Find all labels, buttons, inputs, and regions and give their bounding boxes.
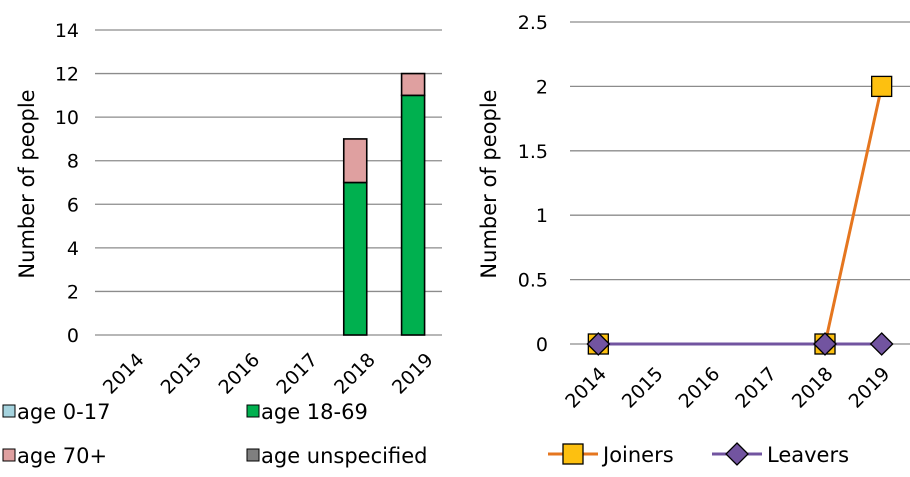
right-y-tick-label: 1.5 (518, 141, 548, 163)
right-y-tick-label: 0 (536, 334, 548, 356)
bar-segment (342, 181, 368, 336)
left-x-tick-label: 2017 (272, 349, 322, 399)
legend-item: age 0-17 (2, 400, 110, 424)
right-y-tick-label: 0.5 (518, 270, 548, 292)
left-y-tick-label: 10 (55, 107, 79, 129)
left-y-tick-labels: 0 2 4 6 8 10 12 14 (55, 20, 79, 347)
right-y-tick-label: 1 (536, 205, 548, 227)
left-x-tick-label: 2015 (157, 349, 207, 399)
right-y-tick-label: 2.5 (518, 12, 548, 34)
legend-swatch (246, 448, 260, 462)
legend-item: age 18-69 (246, 400, 368, 424)
bar-segment (342, 138, 368, 184)
legend-item: Leavers (712, 442, 849, 467)
right-y-tick-label: 2 (536, 76, 548, 98)
left-x-tick-labels: 2014 2015 2016 2017 2018 2019 (99, 349, 438, 399)
legend-item: age unspecified (246, 444, 427, 468)
data-point-marker (586, 332, 611, 356)
right-x-tick-label: 2018 (788, 363, 838, 413)
left-y-tick-label: 8 (67, 151, 79, 173)
left-y-tick-label: 2 (67, 281, 79, 303)
right-series-markers (586, 75, 894, 356)
legend-marker (562, 443, 584, 465)
legend-label: Leavers (767, 443, 849, 467)
right-y-tick-labels: 0 0.5 1 1.5 2 2.5 (518, 12, 548, 356)
legend-swatch (2, 448, 16, 462)
left-y-tick-label: 12 (55, 64, 79, 86)
left-bars (342, 72, 426, 336)
legend-item: Joiners (548, 443, 674, 467)
left-gridlines (95, 29, 442, 336)
left-x-tick-label: 2018 (330, 349, 380, 399)
legend-swatch (246, 404, 260, 418)
legend-label: age 18-69 (261, 400, 368, 424)
right-x-tick-label: 2017 (731, 363, 781, 413)
legend-label: age unspecified (261, 444, 427, 468)
left-y-tick-label: 6 (67, 194, 79, 216)
left-y-tick-label: 0 (67, 325, 79, 347)
right-x-tick-label: 2015 (618, 363, 668, 413)
legend-marker (725, 442, 749, 466)
left-x-tick-label: 2019 (388, 349, 438, 399)
left-y-tick-label: 14 (55, 20, 79, 42)
right-x-tick-label: 2014 (561, 363, 611, 413)
legend-item: age 70+ (2, 444, 107, 468)
left-y-axis-title: Number of people (15, 89, 39, 278)
legend-swatch (2, 404, 16, 418)
left-y-tick-label: 4 (67, 238, 79, 260)
data-point-marker (871, 75, 893, 98)
right-x-tick-label: 2016 (675, 363, 725, 413)
bar-segment (400, 72, 426, 97)
legend-label: Joiners (601, 443, 674, 467)
legend-label: age 0-17 (17, 400, 110, 424)
right-x-tick-label: 2019 (845, 363, 895, 413)
stacked-bar-chart: 0 2 4 6 8 10 12 14 2014 2015 2016 2017 2018 2019 Num… (2, 20, 442, 468)
right-legend: Joiners Leavers (548, 442, 849, 467)
line-chart: 0 0.5 1 1.5 2 2.5 2014 2015 2016 2017 2018 2019 Nu… (477, 12, 910, 467)
left-x-tick-label: 2014 (99, 349, 149, 399)
right-x-tick-labels: 2014 2015 2016 2017 2018 2019 (561, 363, 894, 413)
right-y-axis-title: Number of people (477, 89, 501, 278)
data-point-marker (813, 332, 837, 356)
data-point-marker (869, 332, 894, 356)
left-x-tick-label: 2016 (214, 349, 264, 399)
legend-label: age 70+ (17, 444, 107, 468)
left-legend: age 0-17 age 18-69 age 70+ age unspecified (2, 400, 427, 468)
bar-segment (400, 94, 426, 336)
